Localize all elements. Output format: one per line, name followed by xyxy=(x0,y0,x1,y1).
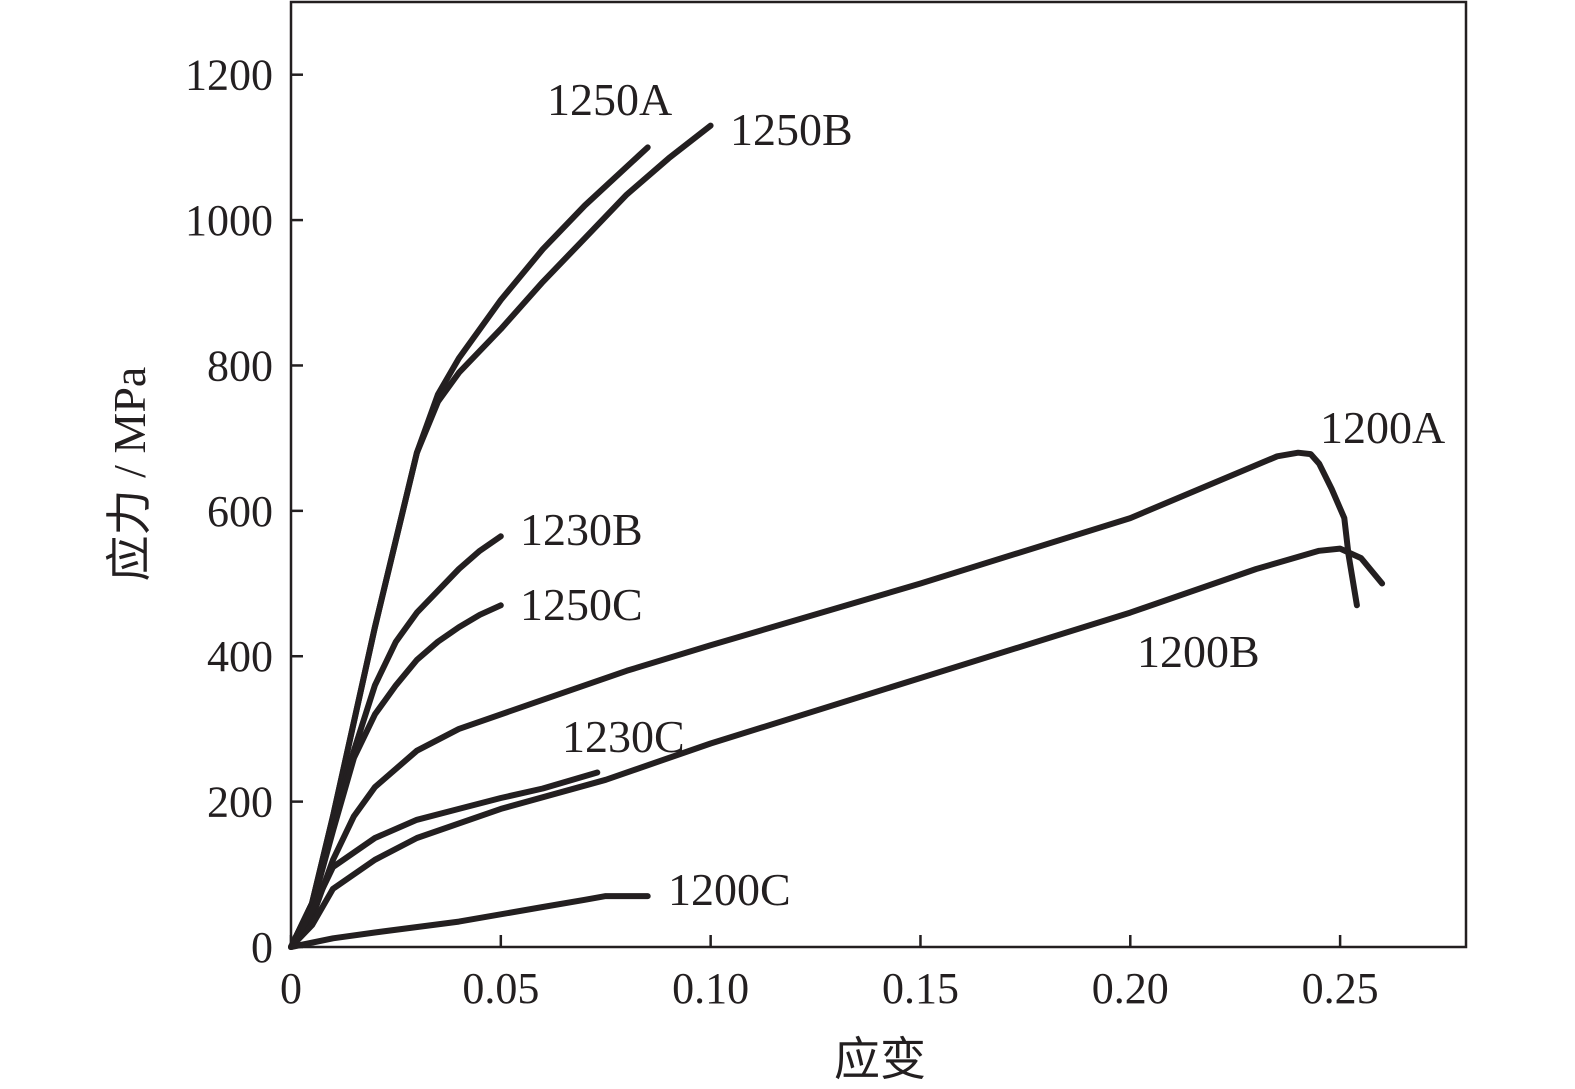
series-group xyxy=(288,122,1386,950)
series-label-1250C: 1250C xyxy=(520,579,643,630)
plot-frame xyxy=(289,0,1468,949)
series-line-1230C xyxy=(288,769,601,950)
series-line-1200C xyxy=(288,893,651,950)
x-tick-label: 0.20 xyxy=(1092,964,1169,1013)
y-tick-label: 200 xyxy=(207,778,273,827)
series-label-1200C: 1200C xyxy=(668,864,791,915)
y-tick-label: 600 xyxy=(207,487,273,536)
y-tick-label: 1000 xyxy=(185,196,273,245)
series-label-1200B: 1200B xyxy=(1137,626,1260,677)
y-tick-label: 0 xyxy=(251,923,273,972)
y-tick-label: 800 xyxy=(207,341,273,390)
series-line-1200A xyxy=(288,449,1360,950)
series-label-1250B: 1250B xyxy=(730,104,853,155)
x-tick-label: 0 xyxy=(280,964,302,1013)
y-tick-label: 400 xyxy=(207,632,273,681)
y-tick-label: 1200 xyxy=(185,51,273,100)
x-tick-label: 0.15 xyxy=(882,964,959,1013)
series-label-1230B: 1230B xyxy=(520,504,643,555)
x-axis-title: 应变 xyxy=(834,1034,926,1085)
series-line-1250C xyxy=(288,602,504,950)
series-label-1200A: 1200A xyxy=(1320,402,1445,453)
series-label-1230C: 1230C xyxy=(562,711,685,762)
x-tick-label: 0.05 xyxy=(462,964,539,1013)
series-labels: 1250A 1250B 1230B 1250C 1200A 1200B 1230C 1200C xyxy=(520,74,1445,915)
x-tick-label: 0.10 xyxy=(672,964,749,1013)
y-axis-title: 应力 / MPa xyxy=(104,367,155,582)
series-line-1200B xyxy=(288,545,1386,950)
series-label-1250A: 1250A xyxy=(547,74,672,125)
axes: 0 0.05 0.10 0.15 0.20 0.25 0 200 400 600 800 1000 12… xyxy=(185,0,1468,1013)
x-tick-label: 0.25 xyxy=(1302,964,1379,1013)
